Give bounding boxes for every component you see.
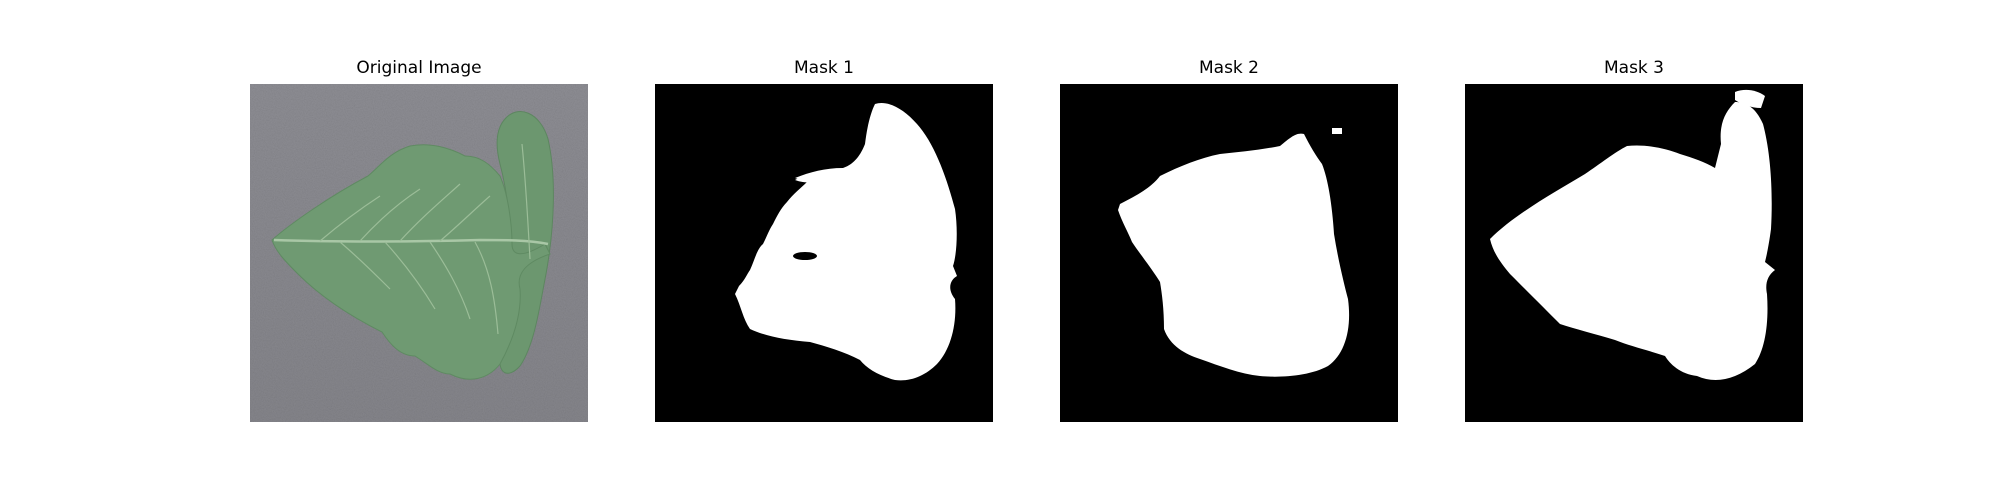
panel-mask-1: Mask 1: [655, 0, 993, 500]
panel-title: Mask 3: [1603, 58, 1664, 78]
panel-original-image: Original Image: [250, 0, 588, 500]
panel-mask-3: Mask 3: [1465, 0, 1803, 500]
segmentation-mask-3: [1465, 84, 1803, 422]
segmentation-mask-2: [1060, 84, 1398, 422]
panel-title: Mask 2: [1198, 58, 1259, 78]
segmentation-mask-1: [655, 84, 993, 422]
original-leaf-photo: [250, 84, 588, 422]
panel-title: Mask 1: [793, 58, 854, 78]
panel-title: Original Image: [356, 58, 482, 78]
panel-mask-2: Mask 2: [1060, 0, 1398, 500]
